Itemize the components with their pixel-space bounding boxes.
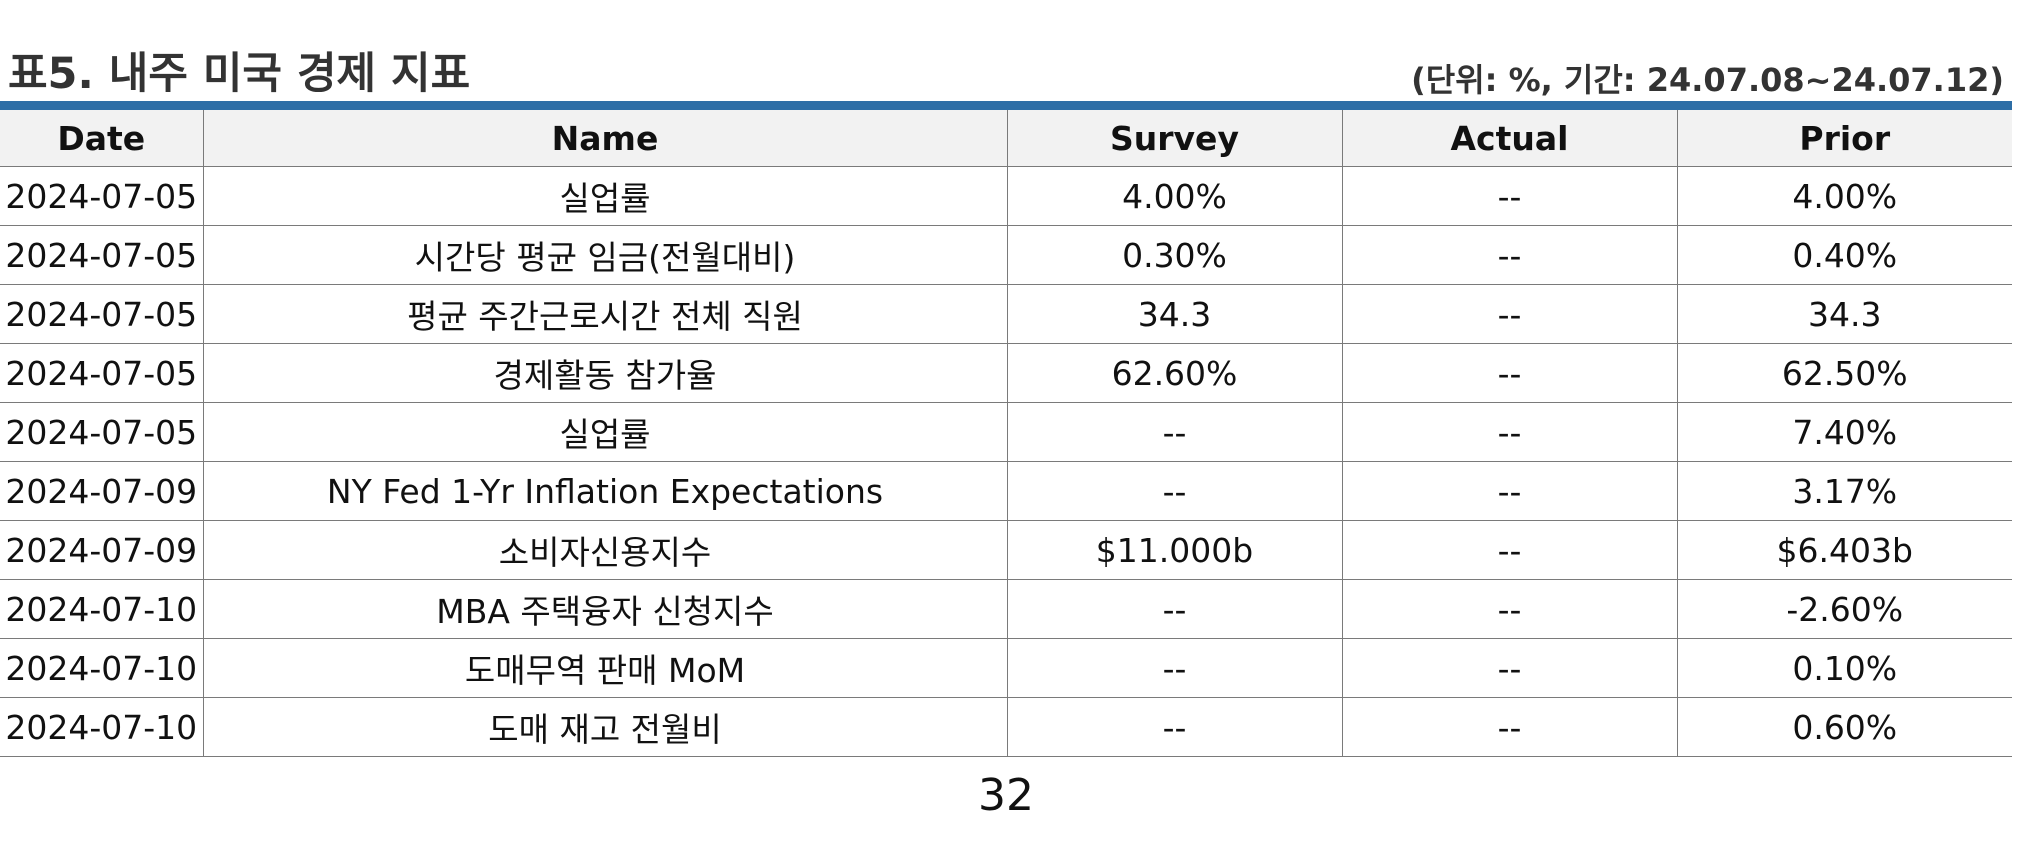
cell-name: 시간당 평균 임금(전월대비) xyxy=(203,225,1008,285)
table-row: 2024-07-09 NY Fed 1-Yr Inflation Expecta… xyxy=(0,461,2012,521)
cell-name: 소비자신용지수 xyxy=(203,520,1008,580)
cell-survey: 62.60% xyxy=(1007,343,1343,403)
cell-prior: 0.60% xyxy=(1677,697,2012,757)
cell-actual: -- xyxy=(1342,402,1678,462)
cell-date: 2024-07-10 xyxy=(0,579,204,639)
cell-survey: -- xyxy=(1007,638,1343,698)
cell-prior: -2.60% xyxy=(1677,579,2012,639)
cell-name: 평균 주간근로시간 전체 직원 xyxy=(203,284,1008,344)
cell-date: 2024-07-05 xyxy=(0,284,204,344)
page-number: 32 xyxy=(978,770,1034,821)
cell-name: 실업률 xyxy=(203,166,1008,226)
cell-prior: 34.3 xyxy=(1677,284,2012,344)
cell-date: 2024-07-05 xyxy=(0,343,204,403)
table-row: 2024-07-05 실업률 4.00% -- 4.00% xyxy=(0,166,2012,226)
table-row: 2024-07-10 도매무역 판매 MoM -- -- 0.10% xyxy=(0,638,2012,698)
cell-prior: 4.00% xyxy=(1677,166,2012,226)
table-row: 2024-07-05 실업률 -- -- 7.40% xyxy=(0,402,2012,462)
table-row: 2024-07-09 소비자신용지수 $11.000b -- $6.403b xyxy=(0,520,2012,580)
cell-actual: -- xyxy=(1342,579,1678,639)
economic-indicator-table: Date Name Survey Actual Prior 2024-07-05… xyxy=(0,110,2012,757)
cell-survey: -- xyxy=(1007,402,1343,462)
cell-actual: -- xyxy=(1342,638,1678,698)
table-row: 2024-07-10 MBA 주택융자 신청지수 -- -- -2.60% xyxy=(0,579,2012,639)
cell-date: 2024-07-10 xyxy=(0,697,204,757)
cell-date: 2024-07-05 xyxy=(0,402,204,462)
column-header-survey: Survey xyxy=(1007,110,1343,167)
cell-prior: $6.403b xyxy=(1677,520,2012,580)
cell-actual: -- xyxy=(1342,284,1678,344)
table-row: 2024-07-10 도매 재고 전월비 -- -- 0.60% xyxy=(0,697,2012,757)
table-row: 2024-07-05 경제활동 참가율 62.60% -- 62.50% xyxy=(0,343,2012,403)
unit-note: (단위: %, 기간: 24.07.08~24.07.12) xyxy=(1411,61,2004,99)
cell-actual: -- xyxy=(1342,697,1678,757)
cell-date: 2024-07-10 xyxy=(0,638,204,698)
column-header-date: Date xyxy=(0,110,204,167)
cell-actual: -- xyxy=(1342,225,1678,285)
table-row: 2024-07-05 평균 주간근로시간 전체 직원 34.3 -- 34.3 xyxy=(0,284,2012,344)
cell-actual: -- xyxy=(1342,520,1678,580)
column-header-actual: Actual xyxy=(1342,110,1678,167)
cell-name: MBA 주택융자 신청지수 xyxy=(203,579,1008,639)
cell-actual: -- xyxy=(1342,166,1678,226)
column-header-name: Name xyxy=(203,110,1008,167)
cell-prior: 3.17% xyxy=(1677,461,2012,521)
title-rule xyxy=(0,101,2012,110)
table-row: 2024-07-05 시간당 평균 임금(전월대비) 0.30% -- 0.40… xyxy=(0,225,2012,285)
cell-name: 도매 재고 전월비 xyxy=(203,697,1008,757)
title-bar: 표5. 내주 미국 경제 지표 (단위: %, 기간: 24.07.08~24.… xyxy=(0,40,2012,100)
cell-actual: -- xyxy=(1342,343,1678,403)
cell-date: 2024-07-09 xyxy=(0,520,204,580)
cell-prior: 62.50% xyxy=(1677,343,2012,403)
cell-survey: 34.3 xyxy=(1007,284,1343,344)
table-header-row: Date Name Survey Actual Prior xyxy=(0,110,2012,167)
cell-survey: -- xyxy=(1007,461,1343,521)
cell-date: 2024-07-09 xyxy=(0,461,204,521)
cell-name: 실업률 xyxy=(203,402,1008,462)
table-title: 표5. 내주 미국 경제 지표 xyxy=(8,49,471,99)
cell-prior: 7.40% xyxy=(1677,402,2012,462)
cell-actual: -- xyxy=(1342,461,1678,521)
cell-name: 도매무역 판매 MoM xyxy=(203,638,1008,698)
cell-survey: 4.00% xyxy=(1007,166,1343,226)
cell-name: 경제활동 참가율 xyxy=(203,343,1008,403)
cell-survey: -- xyxy=(1007,579,1343,639)
cell-date: 2024-07-05 xyxy=(0,166,204,226)
column-header-prior: Prior xyxy=(1677,110,2012,167)
cell-survey: $11.000b xyxy=(1007,520,1343,580)
cell-survey: -- xyxy=(1007,697,1343,757)
cell-prior: 0.40% xyxy=(1677,225,2012,285)
cell-survey: 0.30% xyxy=(1007,225,1343,285)
cell-prior: 0.10% xyxy=(1677,638,2012,698)
cell-name: NY Fed 1-Yr Inflation Expectations xyxy=(203,461,1008,521)
cell-date: 2024-07-05 xyxy=(0,225,204,285)
